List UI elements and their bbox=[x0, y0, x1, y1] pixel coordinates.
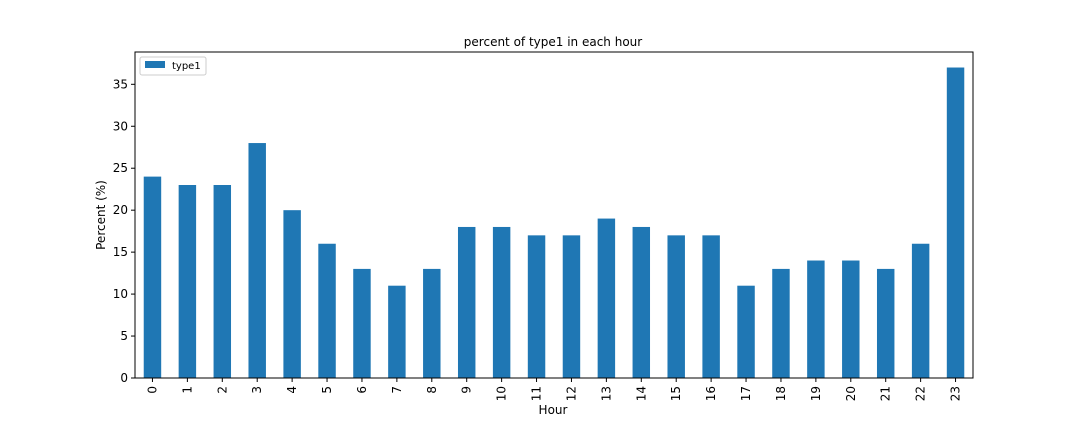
x-tick-label: 2 bbox=[215, 386, 229, 394]
bar-hour-10 bbox=[492, 226, 511, 378]
x-tick-label: 19 bbox=[809, 386, 823, 401]
x-tick-label: 13 bbox=[599, 386, 613, 401]
y-tick-label: 20 bbox=[113, 203, 128, 217]
x-tick-label: 21 bbox=[879, 386, 893, 401]
x-tick-label: 23 bbox=[949, 386, 963, 401]
bar-hour-4 bbox=[283, 210, 301, 378]
bar-hour-1 bbox=[178, 185, 197, 378]
bar-hour-23 bbox=[946, 67, 965, 379]
chart-title: percent of type1 in each hour bbox=[464, 35, 642, 49]
x-tick-label: 17 bbox=[739, 386, 753, 401]
y-tick-label: 30 bbox=[113, 119, 128, 133]
x-axis-label: Hour bbox=[539, 403, 568, 417]
x-tick-label: 16 bbox=[704, 386, 718, 401]
x-tick-label: 1 bbox=[180, 386, 194, 394]
legend: type1 bbox=[139, 56, 207, 76]
bar-hour-8 bbox=[423, 268, 441, 378]
x-tick-label: 0 bbox=[145, 386, 159, 394]
y-tick-label: 5 bbox=[120, 329, 128, 343]
x-tick-label: 14 bbox=[634, 386, 648, 401]
y-tick-label: 0 bbox=[120, 371, 128, 385]
y-tick-label: 35 bbox=[113, 77, 128, 91]
bar-hour-14 bbox=[632, 226, 651, 378]
legend-swatch bbox=[145, 61, 165, 68]
y-tick-label: 15 bbox=[113, 245, 128, 259]
x-tick-label: 22 bbox=[914, 386, 928, 401]
bar-hour-18 bbox=[772, 268, 790, 378]
x-tick-label: 18 bbox=[774, 386, 788, 401]
y-tick-label: 25 bbox=[113, 161, 128, 175]
bar-hour-9 bbox=[457, 226, 476, 378]
x-tick-label: 7 bbox=[390, 386, 404, 394]
x-tick-label: 11 bbox=[530, 386, 544, 401]
x-tick-label: 8 bbox=[425, 386, 439, 394]
bar-hour-12 bbox=[562, 235, 581, 378]
bar-hour-13 bbox=[597, 218, 616, 378]
x-tick-label: 6 bbox=[355, 386, 369, 394]
x-tick-label: 3 bbox=[250, 386, 264, 394]
bar-hour-21 bbox=[876, 268, 895, 378]
y-tick-label: 10 bbox=[113, 287, 128, 301]
legend-label: type1 bbox=[172, 61, 201, 72]
bar-hour-3 bbox=[248, 143, 266, 378]
x-tick-label: 20 bbox=[844, 386, 858, 401]
x-tick-label: 15 bbox=[669, 386, 683, 401]
bar-hour-22 bbox=[911, 243, 930, 378]
bar-hour-20 bbox=[842, 260, 860, 378]
bars-group bbox=[143, 67, 965, 379]
bar-hour-11 bbox=[527, 235, 546, 378]
x-tick-label: 9 bbox=[460, 386, 474, 394]
bar-hour-17 bbox=[737, 285, 755, 378]
bar-hour-15 bbox=[667, 235, 685, 378]
bar-hour-2 bbox=[213, 185, 232, 378]
bar-hour-16 bbox=[702, 235, 720, 378]
plot-area-frame bbox=[134, 51, 974, 379]
x-tick-label: 10 bbox=[495, 386, 509, 401]
x-tick-label: 12 bbox=[564, 386, 578, 401]
y-axis-label: Percent (%) bbox=[94, 180, 108, 250]
bar-hour-7 bbox=[388, 285, 406, 378]
x-tick-label: 4 bbox=[285, 386, 299, 394]
bar-hour-6 bbox=[353, 268, 371, 378]
x-axis-ticks: 0 1 2 3 4 5 6 7 8 9 10 11 12 13 14 15 16 17 18 19 20 21 22 23 bbox=[145, 378, 963, 401]
bar-hour-5 bbox=[318, 243, 336, 378]
bar-hour-0 bbox=[143, 176, 162, 378]
bar-hour-19 bbox=[807, 260, 825, 378]
x-tick-label: 5 bbox=[320, 386, 334, 394]
y-axis-ticks: 0 5 10 15 20 25 30 35 bbox=[113, 77, 135, 385]
